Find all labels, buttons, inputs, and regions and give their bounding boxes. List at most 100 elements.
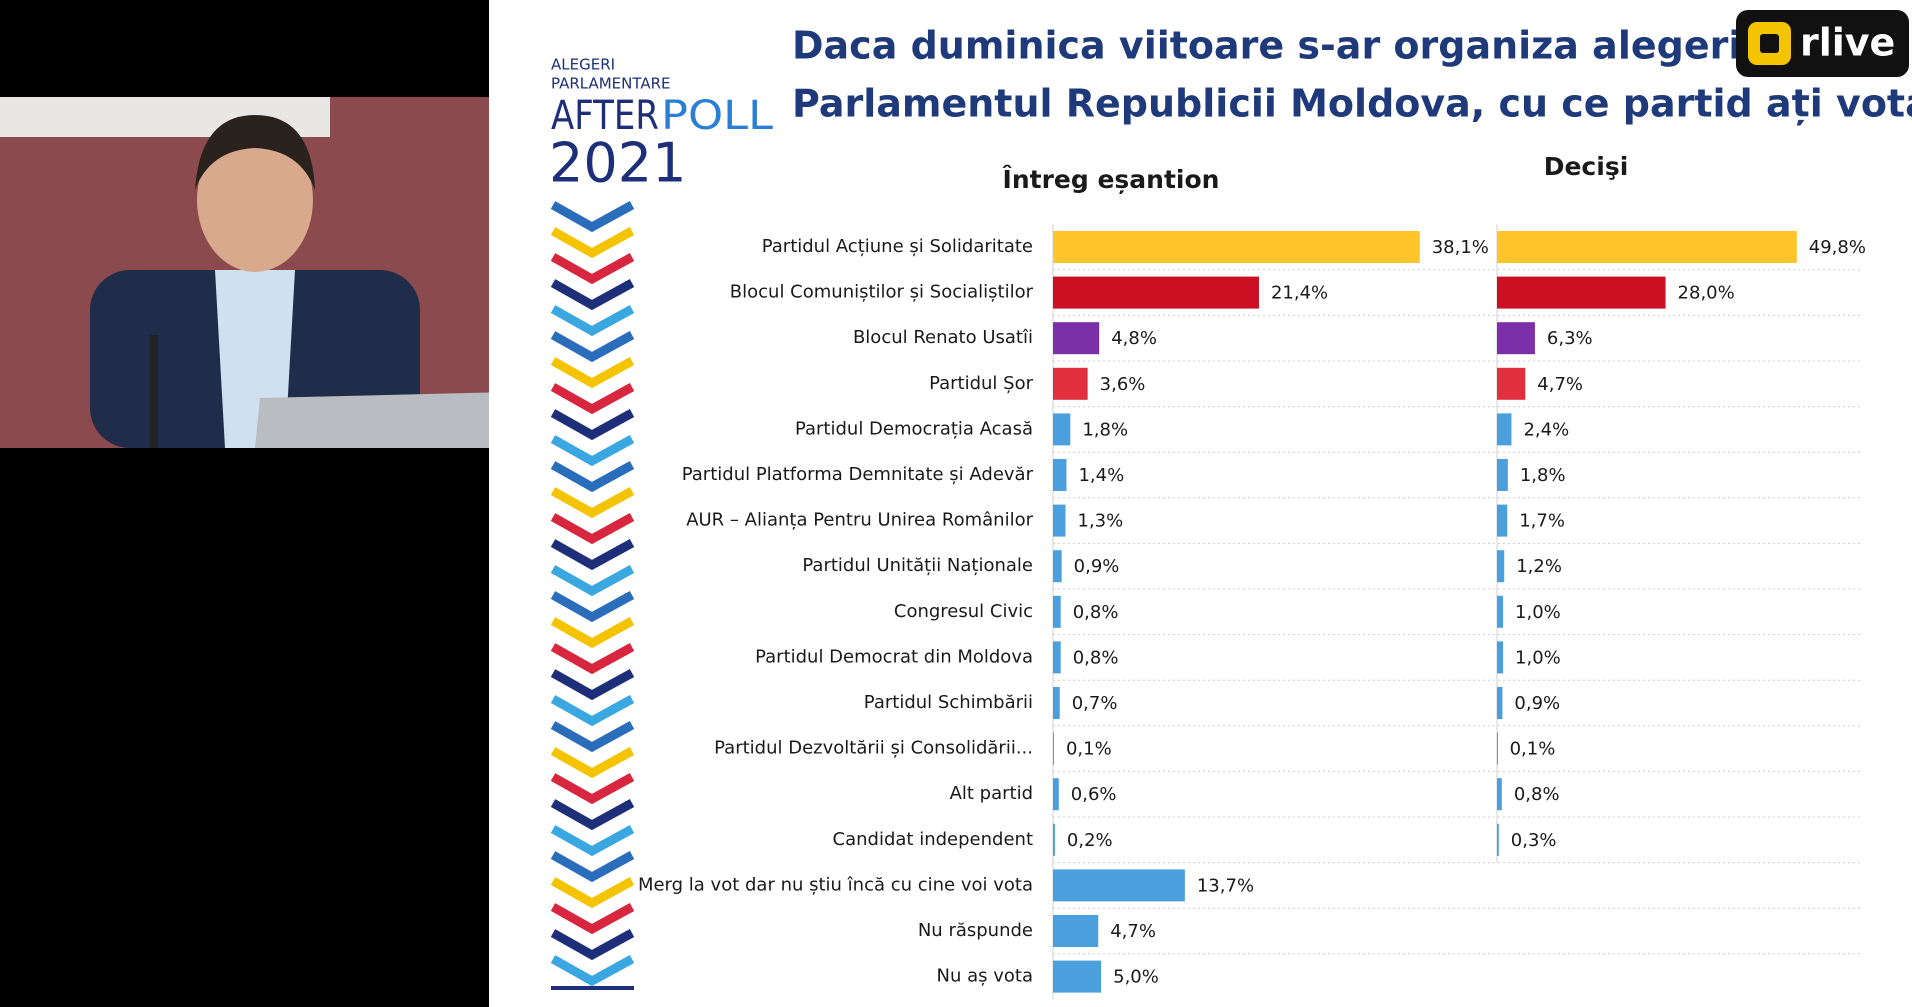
bar	[1053, 322, 1100, 355]
value-label: 0,8%	[1514, 784, 1560, 805]
chevron	[550, 539, 635, 571]
category-label: AUR – Alianța Pentru Unirea Românilor	[686, 510, 1033, 531]
bar	[1497, 413, 1512, 446]
chevron	[550, 435, 635, 467]
chevron	[550, 929, 635, 961]
bar	[1053, 687, 1060, 719]
bar	[1053, 504, 1066, 537]
chevron	[550, 825, 635, 857]
value-label: 1,0%	[1515, 602, 1561, 623]
value-label: 4,8%	[1111, 328, 1157, 349]
value-label: 38,1%	[1432, 237, 1489, 258]
logo-after: AFTER	[551, 93, 659, 139]
value-label: 1,8%	[1520, 465, 1566, 486]
value-label: 3,6%	[1100, 374, 1146, 395]
chevron	[550, 409, 635, 441]
value-label: 13,7%	[1197, 875, 1254, 896]
bar	[1497, 641, 1504, 674]
category-label: Partidul Unității Naționale	[802, 555, 1033, 576]
value-label: 0,6%	[1071, 784, 1117, 805]
chevron	[550, 201, 635, 233]
value-label: 5,0%	[1113, 967, 1159, 988]
chevron	[550, 565, 635, 597]
slide-title: Daca duminica viitoare s-ar organiza ale…	[792, 24, 1808, 68]
chevron	[550, 487, 635, 519]
bar	[1053, 823, 1055, 856]
bar	[1053, 915, 1099, 947]
bar	[1053, 367, 1088, 400]
value-label: 0,2%	[1067, 830, 1113, 851]
value-label: 1,3%	[1078, 511, 1124, 532]
chart-title: Întreg eșantion	[1003, 165, 1220, 194]
chevron	[550, 591, 635, 623]
bar	[1053, 595, 1061, 628]
category-label: Partidul Dezvoltării și Consolidării...	[714, 738, 1033, 759]
category-label: Nu răspunde	[918, 920, 1033, 941]
value-label: 0,7%	[1072, 693, 1118, 714]
chevron	[550, 851, 635, 883]
category-label: Partidul Platforma Demnitate și Adevăr	[682, 464, 1034, 485]
laptop	[255, 392, 510, 448]
value-label: 49,8%	[1809, 237, 1866, 258]
category-label: Alt partid	[950, 783, 1033, 804]
category-label: Nu aș vota	[937, 966, 1033, 987]
value-label: 0,3%	[1511, 830, 1557, 851]
bar	[1053, 276, 1259, 309]
chevron	[550, 305, 635, 337]
slide-title: Parlamentul Republicii Moldova, cu ce pa…	[792, 82, 1912, 126]
bar	[1497, 276, 1666, 309]
chevron	[550, 643, 635, 675]
logo-top: ALEGERI	[551, 56, 615, 74]
category-label: Blocul Renato Usatîi	[853, 327, 1033, 348]
bar	[1497, 687, 1503, 719]
slide	[489, 0, 1912, 1007]
value-label: 1,0%	[1515, 647, 1561, 668]
bar	[1053, 641, 1061, 674]
bar	[1053, 459, 1067, 491]
value-label: 1,4%	[1078, 465, 1124, 486]
value-label: 4,7%	[1537, 374, 1583, 395]
logo-icon-hole	[1760, 34, 1779, 53]
bar	[1053, 778, 1059, 811]
chevron	[550, 253, 635, 285]
logo: ALEGERI PARLAMENTARE AFTER POLL 2021	[549, 56, 774, 195]
face	[197, 128, 313, 272]
chevron	[550, 669, 635, 701]
value-label: 21,4%	[1271, 283, 1328, 304]
category-label: Partidul Acțiune și Solidaritate	[762, 236, 1033, 257]
hair	[195, 115, 315, 190]
value-label: 0,1%	[1066, 739, 1112, 760]
chevron	[550, 721, 635, 753]
value-label: 6,3%	[1547, 328, 1593, 349]
chevron	[550, 903, 635, 935]
chevron	[550, 331, 635, 363]
decoration	[550, 201, 635, 987]
broadcaster-name: rlive	[1800, 21, 1895, 65]
chart-title: Decişi	[1544, 152, 1629, 181]
microphone	[150, 335, 158, 448]
bar	[1053, 231, 1420, 263]
bar	[1497, 778, 1502, 811]
value-label: 28,0%	[1678, 283, 1735, 304]
chevron	[550, 227, 635, 259]
bar	[1053, 550, 1062, 583]
bar	[1497, 550, 1505, 583]
value-label: 4,7%	[1110, 921, 1156, 942]
chevron	[550, 955, 635, 987]
chevron	[550, 799, 635, 831]
value-label: 2,4%	[1523, 419, 1569, 440]
video-feed	[0, 97, 545, 448]
bar	[1497, 459, 1508, 491]
category-label: Partidul Democrația Acasă	[795, 418, 1033, 439]
bar	[1053, 413, 1071, 446]
broadcaster-logo: rlive	[1736, 10, 1909, 77]
bar	[1497, 322, 1535, 355]
category-label: Partidul Șor	[929, 373, 1034, 394]
chevron	[550, 383, 635, 415]
chevron	[550, 877, 635, 909]
charts: Întreg eșantion Partidul Acțiune și Solid…	[638, 152, 1866, 1000]
bar	[1497, 595, 1504, 628]
value-label: 0,8%	[1073, 602, 1119, 623]
